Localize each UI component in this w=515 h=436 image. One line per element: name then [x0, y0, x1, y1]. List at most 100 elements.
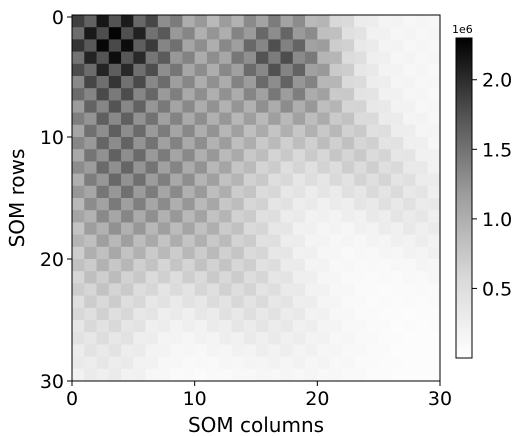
heatmap-cell	[133, 234, 147, 248]
heatmap-cell	[305, 173, 318, 187]
heatmap-cell	[341, 356, 355, 370]
heatmap-cell	[292, 149, 306, 162]
heatmap-cell	[354, 332, 367, 345]
heatmap-cell	[390, 307, 404, 321]
heatmap-cell	[256, 124, 269, 138]
heatmap-cell	[256, 27, 269, 40]
heatmap-cell	[280, 234, 294, 248]
heatmap-cell	[157, 100, 171, 114]
heatmap-cell	[121, 283, 134, 297]
heatmap-cell	[121, 259, 134, 272]
heatmap-cell	[292, 124, 306, 138]
heatmap-cell	[157, 307, 171, 321]
heatmap-cell	[280, 63, 294, 77]
heatmap-cell	[366, 161, 380, 175]
heatmap-cell	[206, 124, 220, 138]
heatmap-cell	[415, 246, 429, 260]
heatmap-cell	[366, 222, 380, 236]
heatmap-cell	[329, 137, 343, 150]
heatmap-cell	[329, 271, 343, 284]
heatmap-cell	[403, 222, 416, 236]
heatmap-cell	[206, 137, 220, 150]
heatmap-cell	[256, 63, 269, 77]
heatmap-cell	[182, 222, 196, 236]
heatmap-cell	[243, 112, 257, 126]
heatmap-cell	[145, 76, 159, 89]
heatmap-cell	[403, 332, 416, 345]
heatmap-cell	[378, 234, 392, 248]
heatmap-cell	[84, 149, 98, 162]
heatmap-cell	[182, 88, 196, 101]
heatmap-cell	[219, 51, 232, 65]
heatmap-cell	[194, 112, 208, 126]
heatmap-cell	[305, 124, 318, 138]
heatmap-cell	[256, 246, 269, 260]
heatmap-cell	[268, 259, 282, 272]
heatmap-cell	[292, 173, 306, 187]
heatmap-cell	[329, 51, 343, 65]
heatmap-cell	[84, 320, 98, 333]
heatmap-cell	[366, 112, 380, 126]
heatmap-cell	[280, 283, 294, 297]
heatmap-cell	[366, 356, 380, 370]
heatmap-cell	[403, 356, 416, 370]
heatmap-cell	[366, 100, 380, 114]
heatmap-cell	[280, 246, 294, 260]
heatmap-cell	[427, 173, 441, 187]
heatmap-cell	[231, 234, 245, 248]
heatmap-cell	[305, 222, 318, 236]
heatmap-cell	[243, 185, 257, 199]
heatmap-cell	[427, 137, 441, 150]
heatmap-cell	[206, 368, 220, 382]
heatmap-cell	[182, 271, 196, 284]
heatmap-cell	[182, 320, 196, 333]
heatmap-cell	[403, 295, 416, 309]
heatmap-cell	[133, 283, 147, 297]
heatmap-cell	[145, 185, 159, 199]
heatmap-cell	[329, 344, 343, 358]
heatmap-cell	[403, 27, 416, 40]
heatmap-cell	[354, 198, 367, 211]
y-tick-label: 0	[52, 7, 64, 29]
heatmap-cell	[194, 234, 208, 248]
heatmap-cell	[280, 307, 294, 321]
heatmap-cell	[170, 76, 183, 89]
heatmap-cell	[84, 185, 98, 199]
heatmap-cell	[415, 368, 429, 382]
heatmap-cell	[108, 124, 122, 138]
heatmap-cell	[194, 222, 208, 236]
heatmap-cell	[256, 15, 269, 28]
heatmap-cell	[243, 27, 257, 40]
heatmap-cell	[96, 295, 110, 309]
heatmap-cell	[145, 124, 159, 138]
heatmap-cell	[243, 149, 257, 162]
heatmap-cell	[378, 27, 392, 40]
heatmap-cell	[292, 344, 306, 358]
heatmap-cell	[341, 63, 355, 77]
heatmap-cell	[341, 332, 355, 345]
heatmap-cell	[121, 246, 134, 260]
heatmap-cell	[133, 15, 147, 28]
heatmap-cell	[317, 76, 331, 89]
heatmap-cell	[390, 271, 404, 284]
heatmap-cell	[427, 271, 441, 284]
heatmap-cell	[206, 51, 220, 65]
heatmap-cell	[72, 356, 85, 370]
heatmap-cell	[427, 283, 441, 297]
heatmap-cell	[84, 271, 98, 284]
heatmap-cell	[72, 271, 85, 284]
heatmap-cell	[292, 307, 306, 321]
heatmap-cell	[231, 246, 245, 260]
heatmap-cell	[206, 76, 220, 89]
heatmap-cell	[206, 283, 220, 297]
heatmap-cell	[145, 149, 159, 162]
heatmap-cell	[341, 173, 355, 187]
heatmap-cell	[427, 100, 441, 114]
heatmap-cell	[194, 344, 208, 358]
heatmap-cell	[72, 76, 85, 89]
heatmap-cell	[378, 161, 392, 175]
heatmap-cell	[329, 368, 343, 382]
heatmap-cell	[256, 344, 269, 358]
heatmap-cell	[182, 15, 196, 28]
heatmap-cell	[366, 344, 380, 358]
